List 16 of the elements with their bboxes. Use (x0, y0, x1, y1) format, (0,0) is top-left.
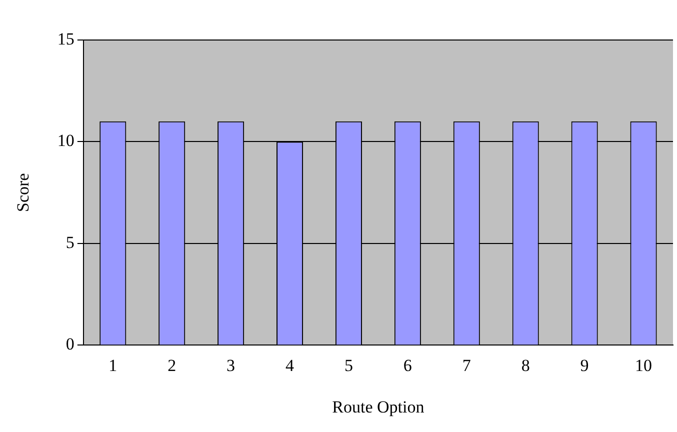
x-tick-label: 10 (635, 356, 652, 375)
x-tick-label: 8 (521, 356, 530, 375)
y-tick-label: 5 (66, 232, 74, 252)
x-tick-label: 5 (344, 356, 353, 375)
y-tick-label: 10 (57, 131, 74, 150)
x-tick-label: 1 (108, 356, 118, 375)
y-axis-title: Score (14, 173, 33, 212)
y-tick-label: 0 (66, 334, 74, 354)
x-tick-label: 4 (286, 356, 295, 375)
x-tick-label: 6 (403, 356, 412, 375)
x-axis-title: Route Option (332, 397, 425, 416)
y-tick-label: 15 (57, 29, 74, 48)
x-tick-label: 7 (462, 356, 472, 375)
x-tick-label: 2 (168, 356, 176, 375)
x-tick-label: 9 (580, 356, 589, 375)
x-tick-label: 3 (226, 356, 236, 375)
